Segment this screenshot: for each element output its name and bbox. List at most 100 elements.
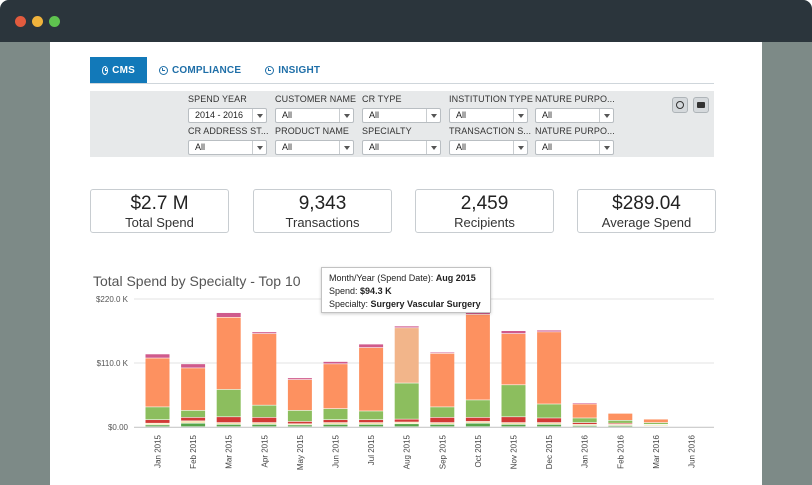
bar-segment-cream[interactable] — [537, 422, 562, 425]
bar-segment-base-green[interactable] — [287, 425, 312, 427]
bar-segment-base-green[interactable] — [537, 424, 562, 427]
institution-type-select[interactable]: All — [449, 108, 528, 123]
bar-segment-cream[interactable] — [252, 422, 277, 425]
bar-segment-base-green[interactable] — [501, 424, 526, 427]
bar-segment-light-green[interactable] — [430, 407, 455, 418]
cr-type-select[interactable]: All — [362, 108, 441, 123]
bar-segment-light-green[interactable] — [359, 411, 384, 420]
bar-segment-base-green[interactable] — [465, 423, 490, 427]
bar-segment-pink[interactable] — [323, 361, 348, 364]
maximize-window-icon[interactable] — [49, 16, 60, 27]
bar-segment-orange[interactable] — [323, 364, 348, 409]
bar-segment-cream[interactable] — [394, 422, 419, 424]
transaction-status-select[interactable]: All — [449, 140, 528, 155]
bar-segment-light-green[interactable] — [181, 410, 206, 418]
bar-segment-cream[interactable] — [501, 422, 526, 425]
bar-segment-light-green[interactable] — [216, 389, 241, 417]
bar-segment-cream[interactable] — [359, 422, 384, 425]
minimize-window-icon[interactable] — [32, 16, 43, 27]
bar-segment-cream[interactable] — [465, 421, 490, 423]
bar-segment-base-green[interactable] — [323, 424, 348, 427]
close-window-icon[interactable] — [15, 16, 26, 27]
bar-segment-base-green[interactable] — [572, 425, 597, 427]
bar-segment-orange[interactable] — [145, 358, 170, 407]
bar-segment-cream[interactable] — [572, 424, 597, 426]
bar-segment-orange[interactable] — [181, 368, 206, 411]
bar-segment-cream[interactable] — [643, 425, 668, 426]
print-button[interactable] — [693, 97, 709, 113]
customer-name-select[interactable]: All — [275, 108, 354, 123]
bar-segment-red[interactable] — [572, 422, 597, 425]
bar-segment-base-green[interactable] — [359, 424, 384, 427]
bar-segment-base-green[interactable] — [145, 425, 170, 427]
bar-segment-orange[interactable] — [394, 328, 419, 383]
bar-segment-red[interactable] — [608, 423, 633, 425]
bar-segment-pink[interactable] — [252, 332, 277, 334]
bar-segment-pink[interactable] — [501, 331, 526, 334]
bar-segment-red[interactable] — [216, 417, 241, 423]
bar-segment-base-green[interactable] — [430, 424, 455, 427]
bar-segment-red[interactable] — [287, 421, 312, 424]
bar-segment-light-green[interactable] — [145, 407, 170, 420]
bar-segment-pink[interactable] — [572, 403, 597, 404]
bar-segment-light-green[interactable] — [501, 385, 526, 417]
bar-segment-pink[interactable] — [537, 330, 562, 332]
bar-segment-red[interactable] — [252, 417, 277, 423]
bar-segment-light-green[interactable] — [323, 408, 348, 420]
bar-segment-base-green[interactable] — [394, 424, 419, 427]
spend-year-select[interactable]: 2014 - 2016 — [188, 108, 267, 123]
product-name-select[interactable]: All — [275, 140, 354, 155]
bar-segment-pink[interactable] — [359, 344, 384, 348]
bar-segment-orange[interactable] — [359, 347, 384, 411]
tab-insight[interactable]: INSIGHT — [253, 57, 332, 83]
bar-segment-orange[interactable] — [537, 332, 562, 404]
bar-segment-orange[interactable] — [643, 419, 668, 423]
specialty-select[interactable]: All — [362, 140, 441, 155]
bar-segment-base-green[interactable] — [608, 425, 633, 427]
bar-segment-cream[interactable] — [608, 424, 633, 426]
nature-purpose-2-select[interactable]: All — [535, 140, 614, 155]
bar-segment-pink[interactable] — [145, 354, 170, 358]
bar-segment-light-green[interactable] — [394, 383, 419, 419]
bar-segment-orange[interactable] — [465, 314, 490, 400]
bar-segment-pink[interactable] — [181, 364, 206, 368]
bar-segment-cream[interactable] — [145, 423, 170, 425]
bar-segment-red[interactable] — [501, 417, 526, 423]
bar-segment-light-green[interactable] — [572, 418, 597, 423]
bar-segment-red[interactable] — [359, 420, 384, 423]
bar-segment-red[interactable] — [323, 420, 348, 423]
bar-segment-orange[interactable] — [501, 333, 526, 385]
bar-segment-orange[interactable] — [608, 413, 633, 420]
bar-segment-cream[interactable] — [181, 421, 206, 423]
bar-segment-pink[interactable] — [430, 352, 455, 354]
bar-segment-orange[interactable] — [430, 353, 455, 407]
tab-compliance[interactable]: COMPLIANCE — [147, 57, 253, 83]
bar-segment-light-green[interactable] — [287, 410, 312, 422]
bar-segment-orange[interactable] — [572, 404, 597, 418]
bar-segment-pink[interactable] — [287, 378, 312, 380]
tab-cms[interactable]: CMS — [90, 57, 147, 83]
bar-segment-base-green[interactable] — [181, 423, 206, 427]
bar-segment-light-green[interactable] — [465, 400, 490, 418]
bar-segment-red[interactable] — [181, 417, 206, 421]
bar-segment-light-green[interactable] — [252, 405, 277, 418]
nature-purpose-select[interactable]: All — [535, 108, 614, 123]
bar-segment-light-green[interactable] — [537, 404, 562, 418]
bar-segment-red[interactable] — [465, 417, 490, 422]
bar-segment-red[interactable] — [430, 417, 455, 423]
bar-segment-light-green[interactable] — [608, 420, 633, 423]
bar-segment-pink[interactable] — [394, 326, 419, 328]
bar-segment-base-green[interactable] — [216, 424, 241, 427]
bar-segment-light-green[interactable] — [643, 422, 668, 425]
bar-segment-orange[interactable] — [287, 379, 312, 411]
bar-segment-red[interactable] — [145, 420, 170, 423]
bar-segment-red[interactable] — [537, 418, 562, 423]
bar-segment-cream[interactable] — [216, 422, 241, 425]
bar-segment-orange[interactable] — [252, 333, 277, 405]
bar-segment-cream[interactable] — [323, 422, 348, 425]
bar-segment-pink[interactable] — [216, 312, 241, 318]
bar-segment-red[interactable] — [394, 419, 419, 422]
cr-address-state-select[interactable]: All — [188, 140, 267, 155]
history-button[interactable] — [672, 97, 688, 113]
bar-segment-base-green[interactable] — [252, 424, 277, 427]
